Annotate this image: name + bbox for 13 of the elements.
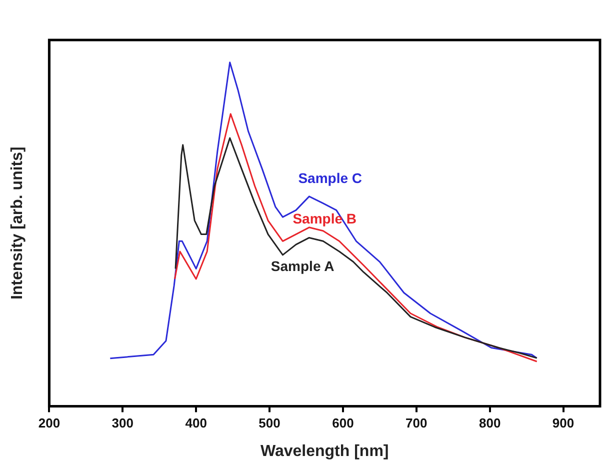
x-tick-label: 700 bbox=[406, 416, 428, 431]
x-tick-label: 200 bbox=[38, 416, 60, 431]
series-label: Sample C bbox=[298, 170, 362, 186]
y-axis-title: Intensity [arb. units] bbox=[9, 146, 26, 300]
x-tick-label: 400 bbox=[185, 416, 207, 431]
x-tick-label: 900 bbox=[552, 416, 574, 431]
x-axis-title: Wavelength [nm] bbox=[260, 442, 389, 460]
x-tick-label: 300 bbox=[112, 416, 134, 431]
series-label: Sample A bbox=[270, 258, 334, 274]
series-label: Sample B bbox=[292, 210, 357, 226]
x-tick-label: 500 bbox=[258, 416, 280, 431]
x-tick-label: 800 bbox=[478, 416, 501, 431]
x-tick-label: 600 bbox=[332, 416, 354, 431]
